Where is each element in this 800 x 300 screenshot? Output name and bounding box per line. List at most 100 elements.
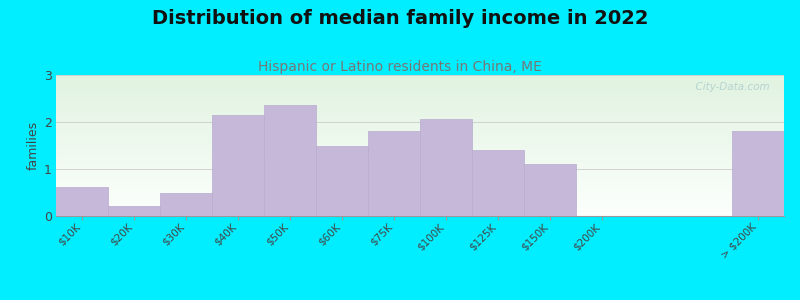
Bar — [56, 107, 800, 108]
Bar — [56, 195, 800, 196]
Bar — [56, 115, 800, 116]
Bar — [56, 131, 800, 132]
Bar — [160, 193, 212, 216]
Bar — [56, 101, 800, 102]
Bar — [420, 119, 472, 216]
Bar — [56, 193, 800, 194]
Bar — [732, 131, 784, 216]
Bar — [56, 185, 800, 186]
Bar — [56, 134, 800, 135]
Bar — [56, 81, 800, 82]
Bar — [56, 207, 800, 208]
Bar — [56, 116, 800, 117]
Bar — [56, 204, 800, 205]
Bar — [56, 80, 800, 81]
Bar — [56, 199, 800, 200]
Bar — [56, 128, 800, 129]
Bar — [56, 202, 800, 203]
Bar — [56, 178, 800, 179]
Text: Distribution of median family income in 2022: Distribution of median family income in … — [152, 9, 648, 28]
Bar — [56, 94, 800, 95]
Bar — [56, 120, 800, 121]
Bar — [56, 157, 800, 158]
Bar — [56, 132, 800, 133]
Bar — [56, 91, 800, 92]
Bar — [56, 77, 800, 78]
Bar — [56, 139, 800, 140]
Bar — [56, 145, 800, 146]
Bar — [56, 90, 800, 91]
Bar — [56, 79, 800, 80]
Bar — [56, 93, 800, 94]
Bar — [56, 169, 800, 170]
Bar — [56, 147, 800, 148]
Bar — [56, 125, 800, 126]
Bar — [56, 76, 800, 77]
Bar — [56, 133, 800, 134]
Bar — [56, 108, 800, 109]
Bar — [56, 135, 800, 136]
Bar — [56, 212, 800, 213]
Bar — [108, 206, 160, 216]
Bar — [56, 183, 800, 184]
Bar — [56, 196, 800, 197]
Bar — [56, 166, 800, 167]
Bar — [56, 156, 800, 157]
Bar — [56, 158, 800, 159]
Bar — [56, 119, 800, 120]
Bar — [56, 121, 800, 122]
Bar — [56, 87, 800, 88]
Bar — [56, 180, 800, 181]
Bar — [56, 186, 800, 187]
Bar — [56, 211, 800, 212]
Bar — [56, 142, 800, 143]
Bar — [56, 194, 800, 195]
Bar — [56, 198, 800, 199]
Bar — [56, 138, 800, 139]
Bar — [56, 141, 800, 142]
Bar — [56, 168, 800, 169]
Bar — [472, 150, 524, 216]
Bar — [56, 124, 800, 125]
Bar — [56, 152, 800, 153]
Bar — [56, 176, 800, 178]
Bar — [56, 110, 800, 111]
Bar — [56, 153, 800, 154]
Bar — [56, 188, 800, 189]
Bar — [524, 164, 576, 216]
Bar — [56, 161, 800, 162]
Bar — [56, 190, 800, 192]
Bar — [56, 187, 800, 188]
Bar — [56, 98, 800, 99]
Bar — [56, 151, 800, 152]
Bar — [56, 75, 800, 76]
Bar — [56, 146, 800, 147]
Bar — [368, 131, 420, 216]
Bar — [56, 192, 800, 193]
Bar — [56, 201, 800, 202]
Bar — [56, 117, 800, 118]
Bar — [56, 172, 800, 173]
Bar — [56, 165, 800, 166]
Bar — [56, 103, 800, 104]
Text: City-Data.com: City-Data.com — [689, 82, 770, 92]
Bar — [56, 167, 800, 168]
Bar — [56, 106, 800, 107]
Bar — [56, 173, 800, 174]
Bar — [56, 154, 800, 155]
Bar — [56, 197, 800, 198]
Bar — [56, 100, 800, 101]
Bar — [56, 137, 800, 138]
Bar — [56, 89, 800, 90]
Bar — [56, 99, 800, 101]
Bar — [56, 85, 800, 86]
Bar — [56, 111, 800, 112]
Bar — [56, 82, 800, 83]
Bar — [56, 105, 800, 106]
Bar — [56, 210, 800, 211]
Bar — [56, 136, 800, 137]
Bar — [56, 208, 800, 209]
Bar — [56, 109, 800, 110]
Bar — [56, 82, 800, 83]
Bar — [56, 175, 800, 176]
